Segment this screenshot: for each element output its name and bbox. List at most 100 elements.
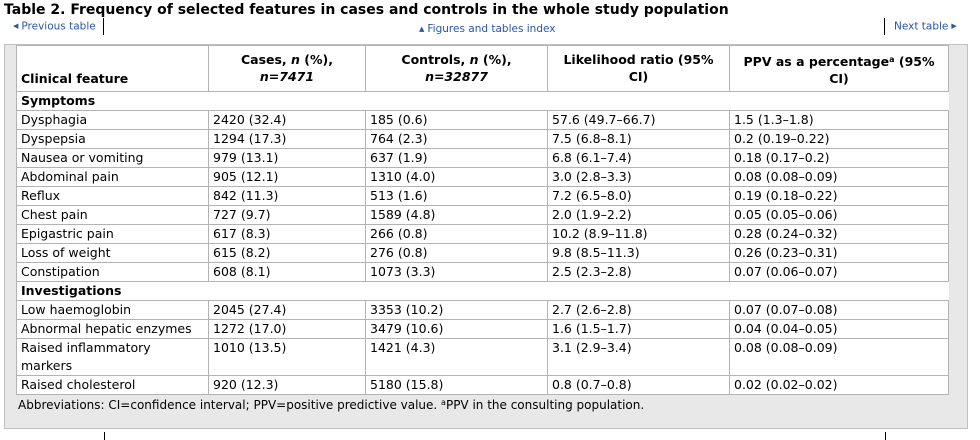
cell-feature: Abnormal hepatic enzymes — [16, 319, 209, 339]
col-header-feature: Clinical feature — [16, 45, 209, 92]
previous-table-label: Previous table — [21, 20, 96, 33]
cell-ppv: 0.26 (0.23–0.31) — [729, 243, 949, 263]
cell-cases: 1272 (17.0) — [208, 319, 366, 339]
section-label: Investigations — [16, 281, 209, 301]
table-row: Constipation 608 (8.1) 1073 (3.3) 2.5 (2.3–… — [16, 262, 949, 282]
cell-cases: 920 (12.3) — [208, 375, 366, 395]
bottom-nav-divider — [104, 432, 886, 440]
cell-cases: 617 (8.3) — [208, 224, 366, 244]
cell-ppv: 0.08 (0.08–0.09) — [729, 167, 949, 187]
col-header-likelihood-ratio: Likelihood ratio (95% CI) — [547, 45, 730, 92]
section-spacer — [547, 91, 730, 111]
cell-lr: 9.8 (8.5–11.3) — [547, 243, 730, 263]
figures-index-label: Figures and tables index — [427, 23, 556, 35]
cell-ppv: 0.07 (0.06–0.07) — [729, 262, 949, 282]
cell-ppv: 1.5 (1.3–1.8) — [729, 110, 949, 130]
cell-lr: 6.8 (6.1–7.4) — [547, 148, 730, 168]
cell-controls: 3353 (10.2) — [365, 300, 548, 320]
cell-lr: 1.6 (1.5–1.7) — [547, 319, 730, 339]
cell-feature: Low haemoglobin — [16, 300, 209, 320]
cell-cases: 615 (8.2) — [208, 243, 366, 263]
figures-index-link[interactable]: ▲ Figures and tables index — [416, 22, 555, 36]
cell-feature: Abdominal pain — [16, 167, 209, 187]
cell-controls: 5180 (15.8) — [365, 375, 548, 395]
cell-feature: Constipation — [16, 262, 209, 282]
cell-feature: Reflux — [16, 186, 209, 206]
cell-controls: 3479 (10.6) — [365, 319, 548, 339]
cell-feature: Raised inflammatory markers — [16, 338, 209, 376]
cell-cases: 2045 (27.4) — [208, 300, 366, 320]
table-footnote: Abbreviations: CI=confidence interval; P… — [18, 398, 645, 412]
section-row: Investigations — [16, 281, 949, 301]
table-row: Abnormal hepatic enzymes 1272 (17.0) 3479 … — [16, 319, 949, 339]
table-row: Raised inflammatory markers 1010 (13.5) 14… — [16, 338, 949, 376]
col-header-cases: Cases, n (%), n=7471 — [208, 45, 366, 92]
next-table-label: Next table — [894, 20, 949, 33]
cell-controls: 185 (0.6) — [365, 110, 548, 130]
section-spacer — [365, 281, 548, 301]
cell-lr: 0.8 (0.7–0.8) — [547, 375, 730, 395]
cell-ppv: 0.18 (0.17–0.2) — [729, 148, 949, 168]
cell-ppv: 0.2 (0.19–0.22) — [729, 129, 949, 149]
table-row: Epigastric pain 617 (8.3) 266 (0.8) 10.2 (8… — [16, 224, 949, 244]
table-row: Reflux 842 (11.3) 513 (1.6) 7.2 (6.5–8.0) 0.… — [16, 186, 949, 206]
table-row: Abdominal pain 905 (12.1) 1310 (4.0) 3.0 (2… — [16, 167, 949, 187]
table-row: Chest pain 727 (9.7) 1589 (4.8) 2.0 (1.9–2.… — [16, 205, 949, 225]
cell-controls: 1073 (3.3) — [365, 262, 548, 282]
table-body: Symptoms Dysphagia 2420 (32.4) 185 (0.6) 57.… — [16, 91, 949, 395]
table-row: Low haemoglobin 2045 (27.4) 3353 (10.2) 2.7… — [16, 300, 949, 320]
cell-lr: 2.7 (2.6–2.8) — [547, 300, 730, 320]
cell-controls: 266 (0.8) — [365, 224, 548, 244]
cell-controls: 276 (0.8) — [365, 243, 548, 263]
cell-ppv: 0.05 (0.05–0.06) — [729, 205, 949, 225]
cell-ppv: 0.04 (0.04–0.05) — [729, 319, 949, 339]
next-table-link[interactable]: Next table ▶ — [884, 18, 968, 35]
cell-controls: 1310 (4.0) — [365, 167, 548, 187]
cell-ppv: 0.07 (0.07–0.08) — [729, 300, 949, 320]
cell-lr: 2.5 (2.3–2.8) — [547, 262, 730, 282]
section-row: Symptoms — [16, 91, 949, 111]
cell-lr: 3.0 (2.8–3.3) — [547, 167, 730, 187]
cell-feature: Chest pain — [16, 205, 209, 225]
cell-lr: 57.6 (49.7–66.7) — [547, 110, 730, 130]
cell-controls: 764 (2.3) — [365, 129, 548, 149]
cell-lr: 2.0 (1.9–2.2) — [547, 205, 730, 225]
table-navigation: ◀ Previous table ▲ Figures and tables inde… — [0, 18, 968, 36]
cell-cases: 608 (8.1) — [208, 262, 366, 282]
cell-feature: Epigastric pain — [16, 224, 209, 244]
triangle-up-icon: ▲ — [419, 25, 425, 33]
cell-lr: 3.1 (2.9–3.4) — [547, 338, 730, 376]
cell-feature: Dysphagia — [16, 110, 209, 130]
cell-ppv: 0.02 (0.02–0.02) — [729, 375, 949, 395]
cell-feature: Loss of weight — [16, 243, 209, 263]
cell-cases: 1294 (17.3) — [208, 129, 366, 149]
cell-lr: 7.2 (6.5–8.0) — [547, 186, 730, 206]
cell-cases: 842 (11.3) — [208, 186, 366, 206]
section-spacer — [208, 91, 366, 111]
table-row: Loss of weight 615 (8.2) 276 (0.8) 9.8 (8.5… — [16, 243, 949, 263]
cell-ppv: 0.28 (0.24–0.32) — [729, 224, 949, 244]
section-spacer — [729, 91, 949, 111]
table-row: Raised cholesterol 920 (12.3) 5180 (15.8) 0… — [16, 375, 949, 395]
cell-controls: 1421 (4.3) — [365, 338, 548, 376]
cell-cases: 905 (12.1) — [208, 167, 366, 187]
cell-lr: 10.2 (8.9–11.8) — [547, 224, 730, 244]
section-spacer — [547, 281, 730, 301]
table-row: Nausea or vomiting 979 (13.1) 637 (1.9) 6.8… — [16, 148, 949, 168]
cell-cases: 727 (9.7) — [208, 205, 366, 225]
cell-ppv: 0.19 (0.18–0.22) — [729, 186, 949, 206]
cell-cases: 979 (13.1) — [208, 148, 366, 168]
col-header-ppv: PPV as a percentagea (95% CI) — [729, 45, 949, 92]
cell-lr: 7.5 (6.8–8.1) — [547, 129, 730, 149]
cell-ppv: 0.08 (0.08–0.09) — [729, 338, 949, 376]
section-spacer — [365, 91, 548, 111]
triangle-left-icon: ◀ — [13, 22, 19, 30]
table-row: Dysphagia 2420 (32.4) 185 (0.6) 57.6 (49.7–… — [16, 110, 949, 130]
section-label: Symptoms — [16, 91, 209, 111]
triangle-right-icon: ▶ — [951, 22, 957, 30]
cell-cases: 1010 (13.5) — [208, 338, 366, 376]
previous-table-link[interactable]: ◀ Previous table — [0, 18, 104, 35]
table-row: Dyspepsia 1294 (17.3) 764 (2.3) 7.5 (6.8–8.… — [16, 129, 949, 149]
cell-feature: Nausea or vomiting — [16, 148, 209, 168]
cell-controls: 637 (1.9) — [365, 148, 548, 168]
